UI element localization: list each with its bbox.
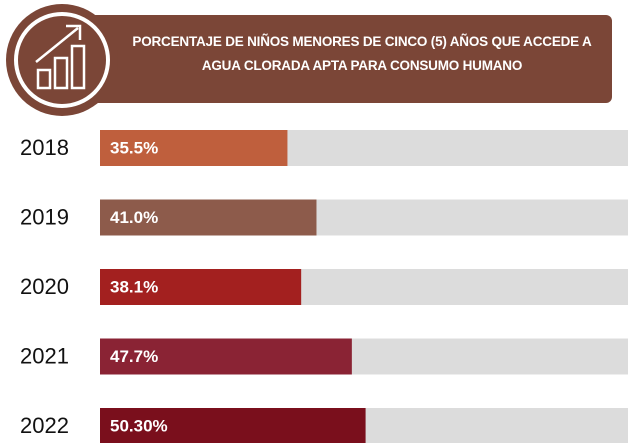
header-banner [60,15,612,103]
category-label: 2021 [20,343,69,368]
icon [35,24,86,90]
value-label: 35.5% [110,138,158,157]
bar [100,199,317,236]
bar [100,338,352,375]
bar [100,269,302,305]
value-label: 50.30% [110,416,168,435]
category-label: 2022 [20,413,69,438]
category-label: 2020 [20,274,69,299]
category-label: 2019 [20,204,69,229]
chart-title: PORCENTAJE DE NIÑOS MENORES DE CINCO (5)… [132,34,592,73]
value-label: 41.0% [110,208,158,227]
bar [100,130,288,166]
category-label: 2018 [20,135,69,160]
icon-ring [14,12,110,108]
icon-circle [6,4,118,116]
value-label: 38.1% [110,277,158,296]
value-label: 47.7% [110,347,158,366]
bar [100,408,366,443]
